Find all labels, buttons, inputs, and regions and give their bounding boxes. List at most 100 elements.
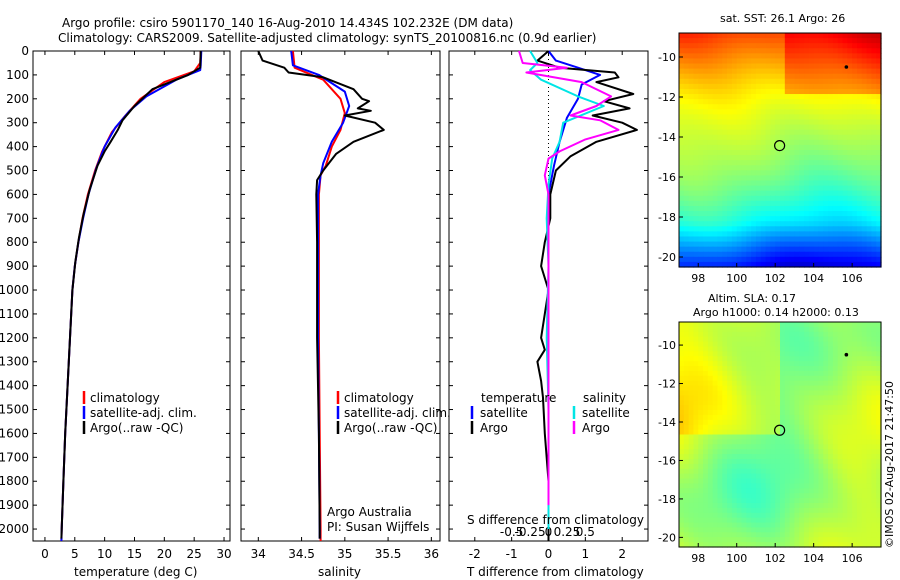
map-cell — [722, 53, 728, 60]
map-cell — [707, 507, 714, 514]
map-cell — [703, 356, 709, 362]
map-cell — [799, 361, 805, 367]
map-cell — [731, 68, 738, 75]
map-cell — [794, 139, 800, 146]
map-cell — [775, 165, 781, 171]
map-cell — [866, 527, 872, 533]
map-cell — [727, 380, 733, 387]
map-cell — [866, 221, 872, 227]
map-cell — [813, 380, 820, 387]
map-cell — [770, 134, 776, 141]
map-cell — [741, 48, 747, 54]
map-cell — [717, 88, 723, 95]
map-cell — [712, 414, 719, 421]
map-cell — [818, 351, 824, 357]
map-cell — [712, 502, 719, 509]
map-cell — [866, 38, 872, 44]
map-cell — [746, 507, 752, 514]
map-cell — [832, 434, 839, 440]
map-cell — [876, 63, 882, 70]
map-cell — [856, 449, 863, 455]
map-cell — [808, 63, 815, 70]
map-cell — [722, 104, 728, 110]
map-cell — [775, 542, 781, 548]
map-cell — [693, 449, 699, 455]
map-cell — [703, 119, 709, 126]
map-cell — [755, 48, 762, 54]
series-line-argo-raw-qc- — [60, 50, 202, 539]
map-cell — [837, 241, 844, 248]
map-cell — [683, 326, 690, 333]
map-cell — [712, 326, 719, 333]
map-cell — [731, 375, 738, 382]
map-cell — [780, 361, 786, 367]
map-cell — [775, 155, 781, 161]
map-cell — [679, 63, 685, 70]
map-cell — [727, 99, 733, 105]
map-cell — [683, 33, 690, 39]
map-cell — [866, 94, 872, 100]
map-cell — [741, 346, 747, 352]
map-cell — [813, 498, 820, 504]
map-cell — [856, 58, 863, 65]
map-cell — [736, 517, 743, 524]
map-cell — [707, 410, 714, 416]
map-cell — [731, 542, 738, 548]
map-cell — [866, 424, 872, 431]
map-cell — [679, 444, 685, 450]
map-cell — [871, 73, 877, 80]
map-cell — [784, 395, 791, 401]
map-cell — [804, 170, 810, 177]
map-cell — [760, 419, 767, 426]
map-cell — [751, 190, 757, 197]
map-cell — [731, 119, 738, 126]
map-cell — [828, 390, 834, 396]
map-cell — [804, 155, 810, 161]
map-cell — [693, 104, 699, 110]
map-cell — [866, 498, 872, 504]
map-cell — [770, 104, 776, 110]
map-cell — [722, 395, 728, 401]
map-cell — [847, 370, 853, 377]
map-cell — [832, 395, 839, 401]
map-cell — [755, 405, 762, 411]
map-cell — [770, 478, 776, 485]
map-cell — [837, 395, 844, 401]
map-cell — [683, 231, 690, 238]
map-cell — [823, 322, 829, 328]
map-cell — [799, 522, 805, 529]
map-cell — [794, 205, 800, 212]
map-cell — [784, 94, 791, 100]
map-cell — [808, 346, 815, 352]
map-cell — [818, 424, 824, 431]
map-cell — [784, 53, 791, 60]
map-cell — [698, 170, 704, 177]
map-cell — [794, 68, 800, 75]
map-cell — [789, 63, 796, 70]
map-cell — [688, 444, 695, 450]
map-cell — [847, 488, 853, 494]
map-cell — [717, 498, 723, 504]
map-cell — [784, 336, 791, 343]
map-cell — [794, 326, 800, 333]
map-cell — [837, 322, 844, 328]
map-cell — [871, 109, 877, 115]
map-cell — [703, 170, 709, 177]
map-cell — [717, 444, 723, 450]
map-cell — [832, 341, 839, 348]
map-cell — [746, 68, 752, 75]
map-cell — [712, 444, 719, 450]
map-cell — [789, 405, 796, 411]
map-cell — [712, 190, 719, 197]
map-cell — [698, 43, 704, 49]
map-cell — [712, 512, 719, 519]
map-cell — [775, 195, 781, 202]
map-cell — [842, 390, 848, 396]
map-cell — [804, 527, 810, 533]
map-cell — [731, 458, 738, 465]
map-cell — [856, 150, 863, 156]
map-cell — [818, 507, 824, 514]
map-cell — [770, 83, 776, 90]
map-cell — [765, 473, 771, 480]
map-cell — [722, 251, 728, 258]
